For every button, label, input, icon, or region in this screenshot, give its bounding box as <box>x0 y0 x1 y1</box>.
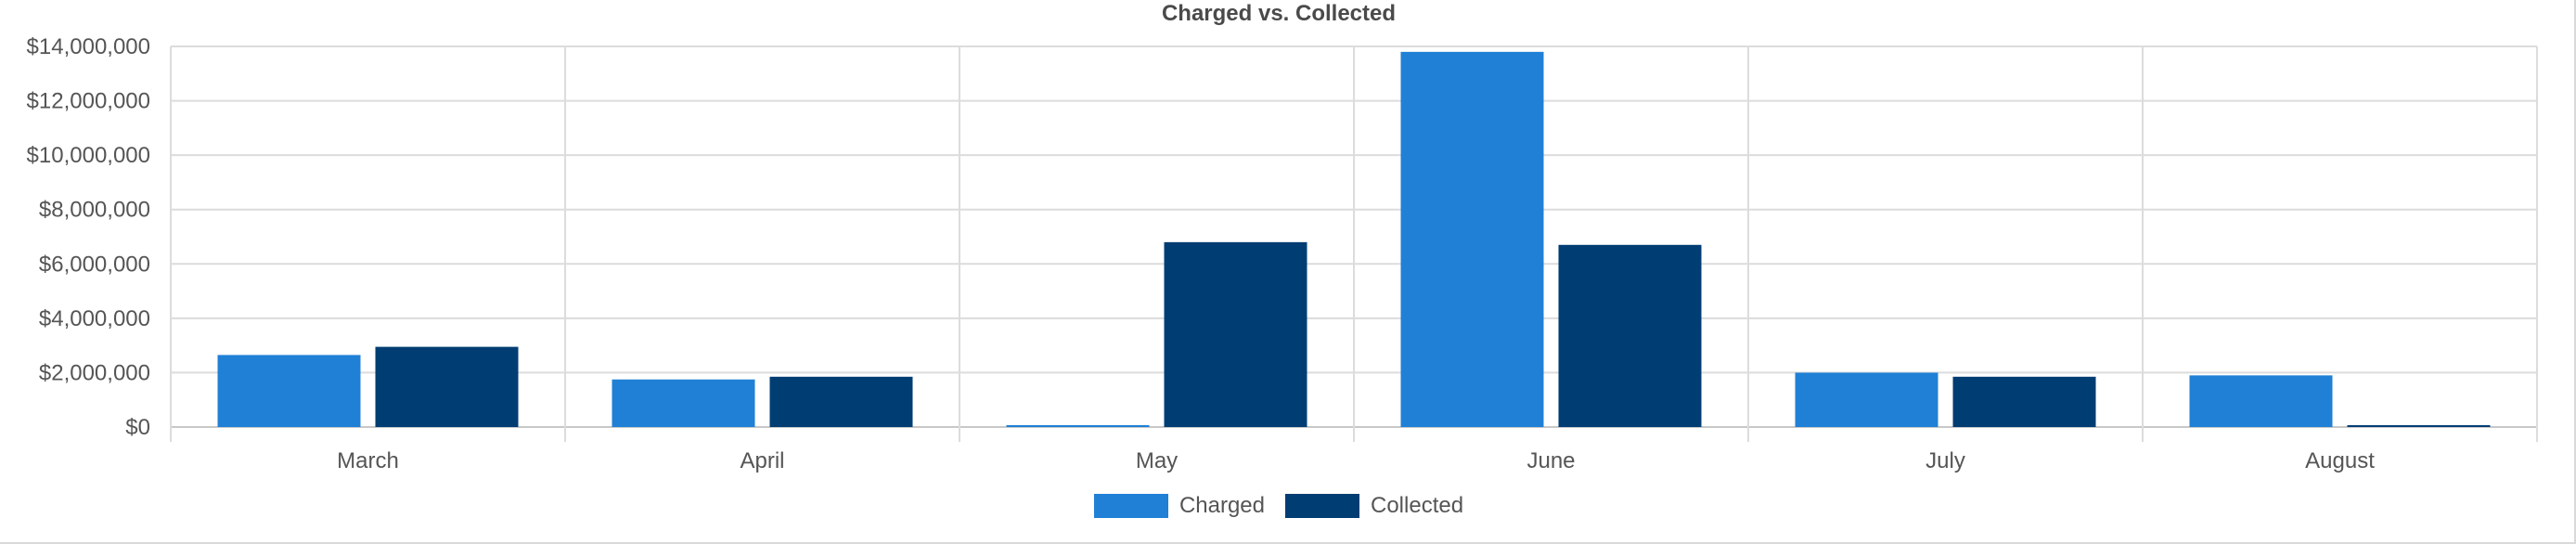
y-tick-label: $8,000,000 <box>39 198 150 223</box>
bar-collected-july <box>1952 376 2096 427</box>
bar-collected-may <box>1164 241 1307 427</box>
bar-charged-june <box>1400 51 1544 427</box>
x-tick-label: April <box>740 448 784 473</box>
x-tick-label: August <box>2305 448 2375 473</box>
y-tick-label: $6,000,000 <box>39 252 150 277</box>
chart-title: Charged vs. Collected <box>1161 1 1397 26</box>
x-tick-label: July <box>1926 448 1965 473</box>
y-tick-label: $2,000,000 <box>39 360 150 385</box>
y-tick-label: $14,000,000 <box>27 34 150 59</box>
y-tick-label: $12,000,000 <box>27 89 150 114</box>
legend-swatch-collected <box>1285 494 1359 518</box>
bar-charged-april <box>612 379 755 427</box>
x-tick-label: June <box>1526 448 1575 473</box>
bar-collected-march <box>375 346 519 427</box>
bar-charged-august <box>2189 375 2333 427</box>
legend-item-collected[interactable]: Collected <box>1285 492 1463 520</box>
x-tick-label: May <box>1136 448 1178 473</box>
y-tick-label: $10,000,000 <box>27 143 150 168</box>
x-tick-label: March <box>337 448 399 473</box>
bar-charged-july <box>1795 372 1938 427</box>
bar-collected-june <box>1558 244 1702 427</box>
bar-collected-august <box>2347 425 2491 427</box>
bar-collected-april <box>769 376 913 427</box>
y-tick-label: $0 <box>125 415 150 440</box>
legend-label-charged: Charged <box>1179 493 1265 518</box>
legend-item-charged[interactable]: Charged <box>1093 492 1265 520</box>
y-tick-label: $4,000,000 <box>39 306 150 331</box>
legend-swatch-charged <box>1093 494 1168 518</box>
bar-charged-march <box>217 355 361 427</box>
legend-label-collected: Collected <box>1371 493 1464 518</box>
chart-legend: Charged Collected <box>0 492 2557 520</box>
bar-charged-may <box>1006 425 1150 427</box>
